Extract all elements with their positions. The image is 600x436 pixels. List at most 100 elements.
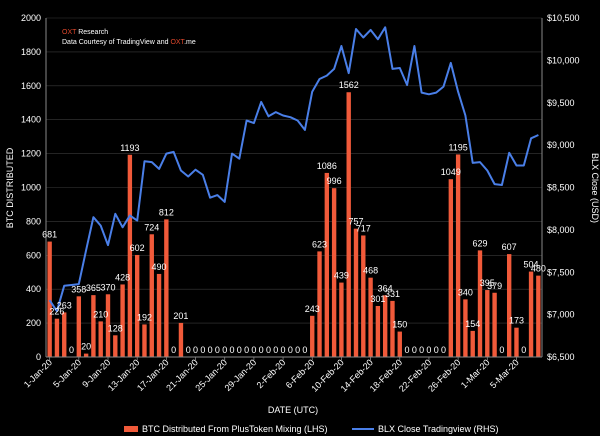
bar (477, 250, 483, 357)
bar-data-label: 0 (281, 345, 286, 355)
bar-data-label: 0 (200, 345, 205, 355)
left-tick-label: 400 (26, 284, 41, 294)
bar-data-label: 201 (173, 311, 188, 321)
bar-data-label: 724 (144, 222, 159, 232)
bar-data-label: 0 (499, 345, 504, 355)
bar-data-label: 0 (302, 345, 307, 355)
right-tick-label: $7,000 (547, 310, 575, 320)
bar (134, 254, 140, 357)
legend: BTC Distributed From PlusToken Mixing (L… (124, 424, 499, 434)
bar-data-label: 1195 (448, 142, 467, 152)
blx-close-line (48, 26, 539, 313)
bar (324, 172, 330, 357)
right-tick-label: $9,500 (547, 98, 575, 108)
bar-series (47, 92, 541, 357)
left-tick-label: 1000 (21, 183, 41, 193)
bar-data-label: 331 (385, 289, 400, 299)
bar-data-label: 370 (100, 282, 115, 292)
bar-data-label: 0 (521, 345, 526, 355)
right-tick-label: $8,000 (547, 225, 575, 235)
bar (375, 305, 381, 357)
bar-data-label: 468 (363, 266, 378, 276)
bar (83, 353, 89, 357)
bar (506, 254, 512, 357)
credit-domain: .me (184, 39, 196, 46)
bar-data-label: 364 (378, 283, 393, 293)
bar-data-label: 0 (222, 345, 227, 355)
legend-line-label: BLX Close Tradingview (RHS) (378, 424, 499, 434)
y-axis-title-left: BTC DISTRIBUTED (5, 147, 15, 228)
bar (178, 322, 184, 357)
legend-bar-label: BTC Distributed From PlusToken Mixing (L… (142, 424, 328, 434)
bar-data-label: 607 (502, 242, 517, 252)
bar-data-label: 0 (237, 345, 242, 355)
bar (492, 292, 497, 357)
bar-data-label: 0 (412, 345, 417, 355)
bar (361, 235, 366, 357)
brand-oxt: OXT (62, 29, 77, 36)
bar (54, 318, 60, 357)
bar-data-label: 263 (57, 300, 72, 310)
bar-data-label: 0 (273, 345, 278, 355)
bar-data-label: 0 (266, 345, 271, 355)
bar-data-label: 0 (434, 345, 439, 355)
bar (353, 228, 359, 357)
left-tick-label: 800 (26, 216, 41, 226)
bar-data-label: 0 (405, 345, 410, 355)
bar-data-label: 0 (69, 345, 74, 355)
credit-line-1: OXT Research (62, 29, 108, 36)
bar-data-label: 757 (348, 217, 363, 227)
left-tick-label: 1200 (21, 149, 41, 159)
bar-data-label: 0 (171, 345, 176, 355)
bar-data-label: 0 (229, 345, 234, 355)
bar-data-label: 192 (137, 312, 152, 322)
right-tick-label: $10,000 (547, 55, 580, 65)
bar-data-label: 226 (49, 307, 64, 317)
bar-data-label: 395 (480, 278, 495, 288)
bar-data-label: 150 (392, 320, 407, 330)
bar (514, 327, 519, 357)
bar-data-label: 681 (42, 230, 57, 240)
bar (310, 315, 315, 357)
bar-data-label: 0 (215, 345, 220, 355)
left-tick-label: 1800 (21, 47, 41, 57)
bar (470, 330, 475, 357)
x-axis-title: DATE (UTC) (268, 405, 318, 415)
bar-data-label: 154 (465, 319, 480, 329)
bar-data-label: 0 (186, 345, 191, 355)
bar (346, 92, 351, 357)
bar-data-label: 996 (327, 176, 342, 186)
bar (397, 331, 402, 357)
bar (390, 300, 395, 357)
bar-data-label: 0 (208, 345, 213, 355)
bar-data-label: 439 (334, 271, 349, 281)
bar-data-label: 812 (159, 207, 174, 217)
bar (455, 154, 461, 357)
bar-data-label: 428 (115, 272, 130, 282)
bar (127, 154, 133, 357)
left-tick-label: 1400 (21, 115, 41, 125)
bar-data-label: 243 (305, 304, 320, 314)
bar-data-label: 0 (441, 345, 446, 355)
bar (485, 290, 490, 357)
bar-data-label: 0 (426, 345, 431, 355)
right-axis-ticks: $6,500 $7,000 $7,500 $8,000 $8,500 $9,000 $9,5… (547, 13, 580, 362)
bar (317, 251, 322, 357)
bar-data-label: 629 (472, 238, 487, 248)
left-tick-label: 600 (26, 250, 41, 260)
brand-oxt-2: OXT (170, 39, 185, 46)
bar-data-label: 623 (312, 239, 327, 249)
bar-data-label: 0 (251, 345, 256, 355)
credit-courtesy: Data Courtesy of TradingView and (62, 39, 170, 46)
bar (382, 295, 388, 357)
bar-data-label: 0 (419, 345, 424, 355)
bar-data-label: 365 (86, 283, 101, 293)
credits: OXT Research Data Courtesy of TradingVie… (62, 29, 196, 46)
bar-data-label: 0 (244, 345, 249, 355)
credit-research: Research (76, 29, 108, 36)
bar (98, 321, 103, 357)
y-axis-title-right: BLX Close (USD) (590, 153, 600, 223)
bar (448, 179, 454, 357)
bar (62, 312, 67, 357)
